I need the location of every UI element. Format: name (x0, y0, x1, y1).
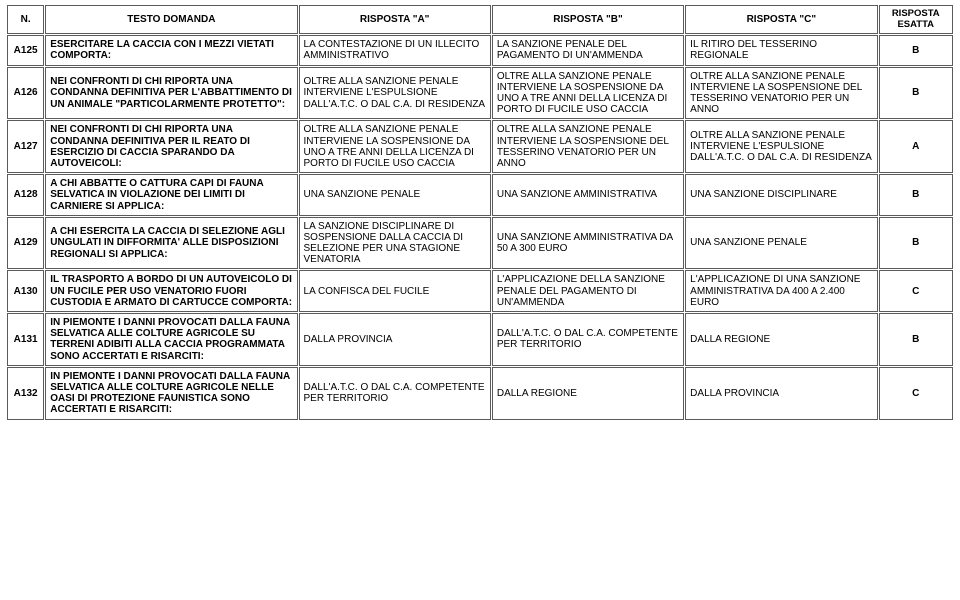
cell-answer-a: OLTRE ALLA SANZIONE PENALE INTERVIENE L'… (299, 67, 491, 120)
table-row: A128 A CHI ABBATTE O CATTURA CAPI DI FAU… (7, 174, 953, 216)
cell-answer-b: DALL'A.T.C. O DAL C.A. COMPETENTE PER TE… (492, 313, 684, 366)
cell-question: A CHI ESERCITA LA CACCIA DI SELEZIONE AG… (45, 217, 297, 270)
cell-answer-a: DALLA PROVINCIA (299, 313, 491, 366)
header-answer-a: RISPOSTA "A" (299, 5, 491, 34)
cell-question: IL TRASPORTO A BORDO DI UN AUTOVEICOLO D… (45, 270, 297, 312)
cell-n: A127 (7, 120, 44, 173)
cell-answer-a: LA CONFISCA DEL FUCILE (299, 270, 491, 312)
cell-n: A132 (7, 367, 44, 420)
cell-answer-c: OLTRE ALLA SANZIONE PENALE INTERVIENE LA… (685, 67, 877, 120)
cell-question: A CHI ABBATTE O CATTURA CAPI DI FAUNA SE… (45, 174, 297, 216)
cell-answer-c: L'APPLICAZIONE DI UNA SANZIONE AMMINISTR… (685, 270, 877, 312)
cell-answer-a: LA CONTESTAZIONE DI UN ILLECITO AMMINIST… (299, 35, 491, 65)
cell-n: A125 (7, 35, 44, 65)
cell-n: A128 (7, 174, 44, 216)
cell-correct: B (879, 174, 954, 216)
table-row: A125 ESERCITARE LA CACCIA CON I MEZZI VI… (7, 35, 953, 65)
cell-answer-a: OLTRE ALLA SANZIONE PENALE INTERVIENE LA… (299, 120, 491, 173)
cell-answer-a: DALL'A.T.C. O DAL C.A. COMPETENTE PER TE… (299, 367, 491, 420)
header-question: TESTO DOMANDA (45, 5, 297, 34)
header-answer-c: RISPOSTA "C" (685, 5, 877, 34)
cell-answer-c: UNA SANZIONE DISCIPLINARE (685, 174, 877, 216)
cell-answer-b: UNA SANZIONE AMMINISTRATIVA DA 50 A 300 … (492, 217, 684, 270)
header-correct-answer: RISPOSTA ESATTA (879, 5, 954, 34)
cell-answer-c: UNA SANZIONE PENALE (685, 217, 877, 270)
cell-answer-c: DALLA PROVINCIA (685, 367, 877, 420)
cell-answer-a: LA SANZIONE DISCIPLINARE DI SOSPENSIONE … (299, 217, 491, 270)
cell-answer-c: DALLA REGIONE (685, 313, 877, 366)
cell-answer-b: UNA SANZIONE AMMINISTRATIVA (492, 174, 684, 216)
cell-question: ESERCITARE LA CACCIA CON I MEZZI VIETATI… (45, 35, 297, 65)
table-row: A132 IN PIEMONTE I DANNI PROVOCATI DALLA… (7, 367, 953, 420)
header-answer-b: RISPOSTA "B" (492, 5, 684, 34)
table-row: A130 IL TRASPORTO A BORDO DI UN AUTOVEIC… (7, 270, 953, 312)
cell-answer-b: LA SANZIONE PENALE DEL PAGAMENTO DI UN'A… (492, 35, 684, 65)
cell-answer-b: L'APPLICAZIONE DELLA SANZIONE PENALE DEL… (492, 270, 684, 312)
cell-correct: A (879, 120, 954, 173)
cell-correct: B (879, 313, 954, 366)
cell-answer-c: IL RITIRO DEL TESSERINO REGIONALE (685, 35, 877, 65)
table-row: A129 A CHI ESERCITA LA CACCIA DI SELEZIO… (7, 217, 953, 270)
cell-question: NEI CONFRONTI DI CHI RIPORTA UNA CONDANN… (45, 120, 297, 173)
cell-question: IN PIEMONTE I DANNI PROVOCATI DALLA FAUN… (45, 313, 297, 366)
cell-correct: C (879, 367, 954, 420)
cell-correct: C (879, 270, 954, 312)
table-header-row: N. TESTO DOMANDA RISPOSTA "A" RISPOSTA "… (7, 5, 953, 34)
cell-n: A131 (7, 313, 44, 366)
table-row: A127 NEI CONFRONTI DI CHI RIPORTA UNA CO… (7, 120, 953, 173)
header-n: N. (7, 5, 44, 34)
cell-n: A126 (7, 67, 44, 120)
cell-correct: B (879, 217, 954, 270)
table-body: A125 ESERCITARE LA CACCIA CON I MEZZI VI… (7, 35, 953, 419)
cell-answer-b: DALLA REGIONE (492, 367, 684, 420)
cell-correct: B (879, 67, 954, 120)
cell-answer-b: OLTRE ALLA SANZIONE PENALE INTERVIENE LA… (492, 120, 684, 173)
cell-correct: B (879, 35, 954, 65)
cell-answer-a: UNA SANZIONE PENALE (299, 174, 491, 216)
cell-question: IN PIEMONTE I DANNI PROVOCATI DALLA FAUN… (45, 367, 297, 420)
cell-n: A129 (7, 217, 44, 270)
cell-n: A130 (7, 270, 44, 312)
cell-answer-c: OLTRE ALLA SANZIONE PENALE INTERVIENE L'… (685, 120, 877, 173)
cell-question: NEI CONFRONTI DI CHI RIPORTA UNA CONDANN… (45, 67, 297, 120)
question-table: N. TESTO DOMANDA RISPOSTA "A" RISPOSTA "… (6, 4, 954, 421)
cell-answer-b: OLTRE ALLA SANZIONE PENALE INTERVIENE LA… (492, 67, 684, 120)
table-row: A131 IN PIEMONTE I DANNI PROVOCATI DALLA… (7, 313, 953, 366)
table-row: A126 NEI CONFRONTI DI CHI RIPORTA UNA CO… (7, 67, 953, 120)
